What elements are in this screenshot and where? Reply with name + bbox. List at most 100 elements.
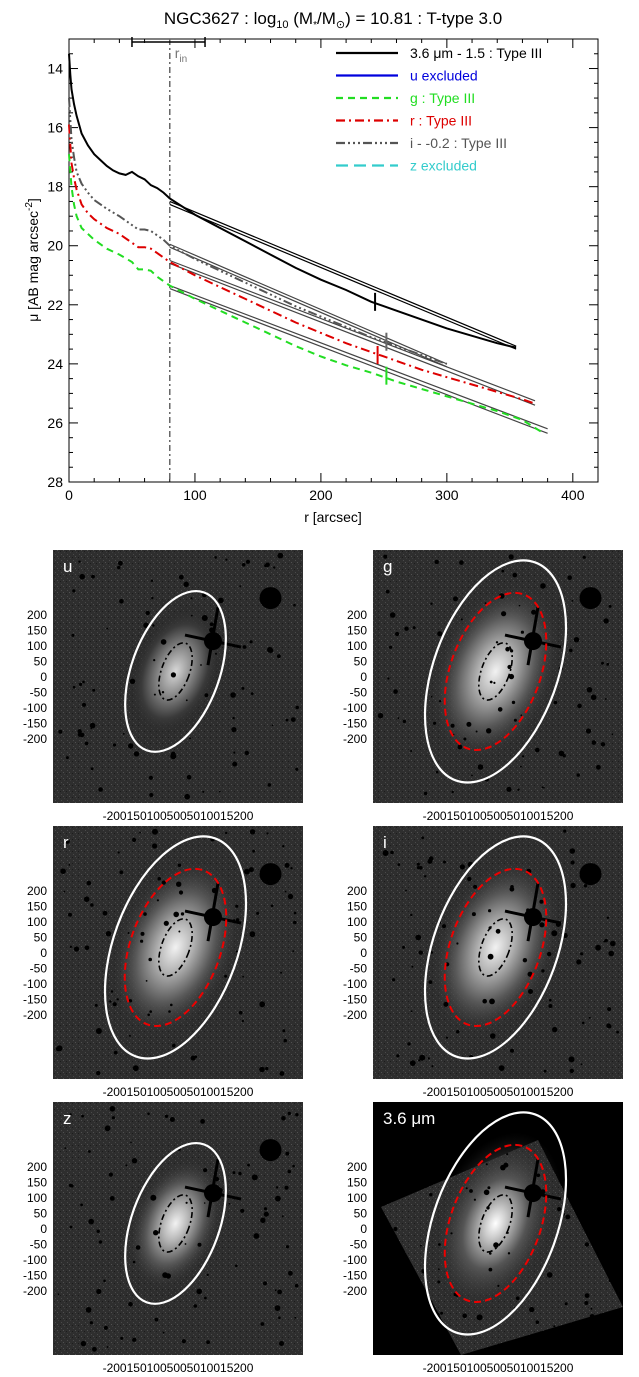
- masked-source: [460, 618, 463, 621]
- masked-source: [102, 910, 108, 916]
- masked-source: [249, 931, 256, 938]
- masked-source: [64, 838, 70, 844]
- masked-source: [149, 792, 154, 798]
- masked-source: [64, 1147, 67, 1149]
- masked-source: [247, 1163, 250, 1167]
- masked-source: [423, 791, 428, 796]
- masked-source: [393, 1226, 398, 1232]
- masked-source: [486, 728, 492, 734]
- masked-source: [277, 552, 284, 559]
- legend-entry: g : Type III: [410, 90, 475, 106]
- masked-source: [197, 1242, 202, 1247]
- masked-source: [498, 1065, 505, 1071]
- masked-source: [379, 1275, 382, 1278]
- panel-y-tick-label: -50: [350, 1238, 368, 1252]
- masked-source: [161, 880, 166, 885]
- panel-y-tick-label: 50: [354, 655, 368, 669]
- masked-source: [543, 1069, 547, 1073]
- masked-source: [149, 1010, 152, 1013]
- masked-source: [206, 1340, 211, 1345]
- masked-source: [468, 1153, 471, 1156]
- masked-source: [145, 980, 148, 982]
- masked-source: [63, 890, 66, 893]
- masked-source: [390, 1322, 394, 1327]
- masked-source: [84, 741, 89, 746]
- panel-y-tick-label: 200: [347, 884, 367, 898]
- masked-source: [82, 680, 85, 684]
- masked-source: [581, 1021, 585, 1025]
- star-spike: [206, 882, 220, 942]
- masked-source: [281, 1215, 284, 1218]
- masked-source: [553, 1118, 557, 1122]
- masked-source: [147, 1112, 150, 1116]
- fit-line: [169, 287, 548, 434]
- masked-source: [275, 1186, 279, 1189]
- masked-source: [397, 863, 401, 866]
- masked-source: [245, 559, 251, 564]
- masked-source: [238, 1171, 242, 1176]
- masked-source: [415, 934, 422, 941]
- masked-source: [203, 1202, 206, 1204]
- masked-source: [467, 876, 472, 882]
- panel-band-label: 3.6 μm: [383, 1109, 435, 1128]
- masked-source: [434, 559, 439, 565]
- masked-source: [204, 693, 209, 698]
- masked-source: [513, 718, 517, 722]
- masked-source: [395, 631, 400, 637]
- legend-entry: i - -0.2 : Type III: [410, 135, 507, 151]
- masked-source: [157, 877, 161, 881]
- masked-source: [416, 866, 421, 870]
- masked-source: [606, 662, 610, 666]
- masked-source: [79, 682, 83, 687]
- masked-source: [148, 957, 152, 962]
- masked-source: [244, 750, 249, 756]
- masked-source: [575, 1192, 578, 1195]
- masked-source: [613, 1134, 618, 1139]
- masked-source: [249, 829, 256, 835]
- masked-source: [489, 998, 495, 1005]
- masked-star: [579, 587, 602, 610]
- masked-source: [383, 554, 388, 559]
- masked-source: [598, 1206, 600, 1209]
- masked-source: [106, 1346, 109, 1348]
- masked-source: [408, 1119, 411, 1122]
- masked-source: [561, 1159, 564, 1161]
- masked-source: [582, 555, 586, 559]
- masked-source: [129, 678, 136, 684]
- masked-source: [69, 1113, 72, 1116]
- masked-source: [119, 870, 124, 875]
- masked-source: [443, 860, 446, 864]
- masked-source: [569, 648, 573, 653]
- masked-source: [569, 848, 576, 854]
- masked-source: [152, 828, 158, 835]
- masked-source: [68, 912, 72, 917]
- masked-source: [219, 790, 221, 793]
- masked-source: [429, 1193, 433, 1197]
- masked-source: [485, 1163, 488, 1166]
- masked-source: [69, 1225, 73, 1229]
- masked-source: [284, 862, 290, 868]
- break-markers: [374, 292, 388, 385]
- panel-y-tick-label: -200: [343, 732, 367, 746]
- masked-source: [263, 1281, 267, 1286]
- masked-source: [487, 953, 494, 960]
- masked-source: [608, 604, 612, 608]
- masked-source: [104, 1125, 111, 1132]
- masked-source: [457, 744, 463, 750]
- masked-source: [170, 753, 177, 760]
- masked-source: [164, 1114, 169, 1119]
- masked-source: [153, 659, 156, 662]
- surface-brightness-profile-chart: NGC3627 : log10 (M*/M⊙) = 10.81 : T-type…: [24, 9, 599, 525]
- masked-source: [431, 1171, 436, 1177]
- masked-source: [270, 904, 274, 908]
- masked-source: [58, 729, 63, 734]
- masked-source: [184, 1243, 187, 1245]
- masked-source: [162, 1331, 165, 1334]
- masked-source: [553, 1325, 556, 1328]
- masked-source: [244, 868, 250, 875]
- masked-source: [118, 560, 123, 566]
- masked-source: [132, 1065, 139, 1072]
- masked-source: [65, 756, 69, 760]
- masked-source: [72, 685, 76, 689]
- masked-source: [242, 645, 247, 649]
